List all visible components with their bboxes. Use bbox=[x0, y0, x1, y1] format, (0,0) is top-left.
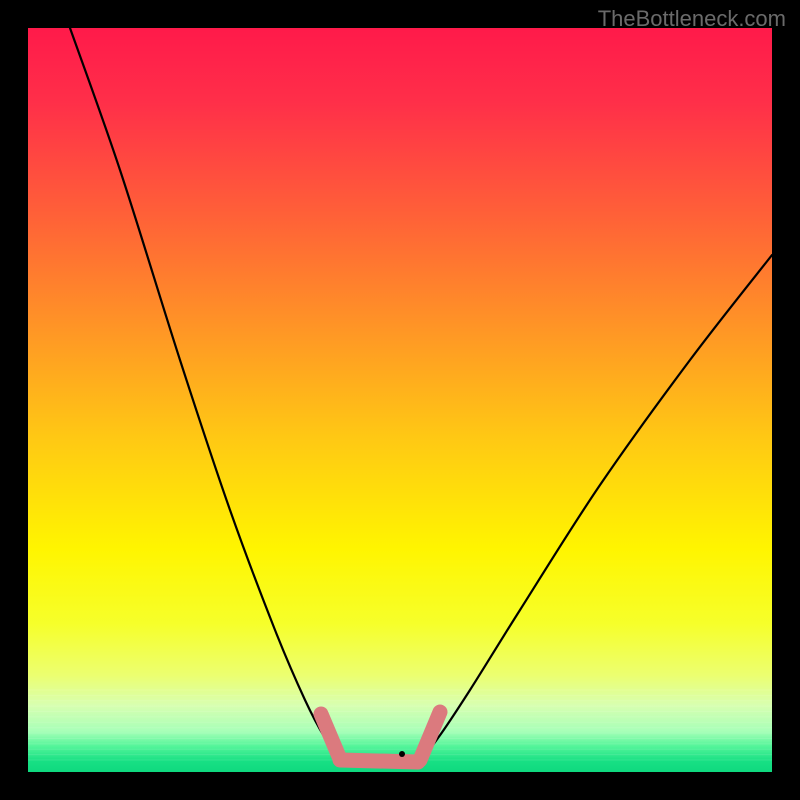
focus-dot bbox=[399, 751, 405, 757]
chart-svg bbox=[0, 0, 800, 800]
watermark-text: TheBottleneck.com bbox=[598, 6, 786, 32]
